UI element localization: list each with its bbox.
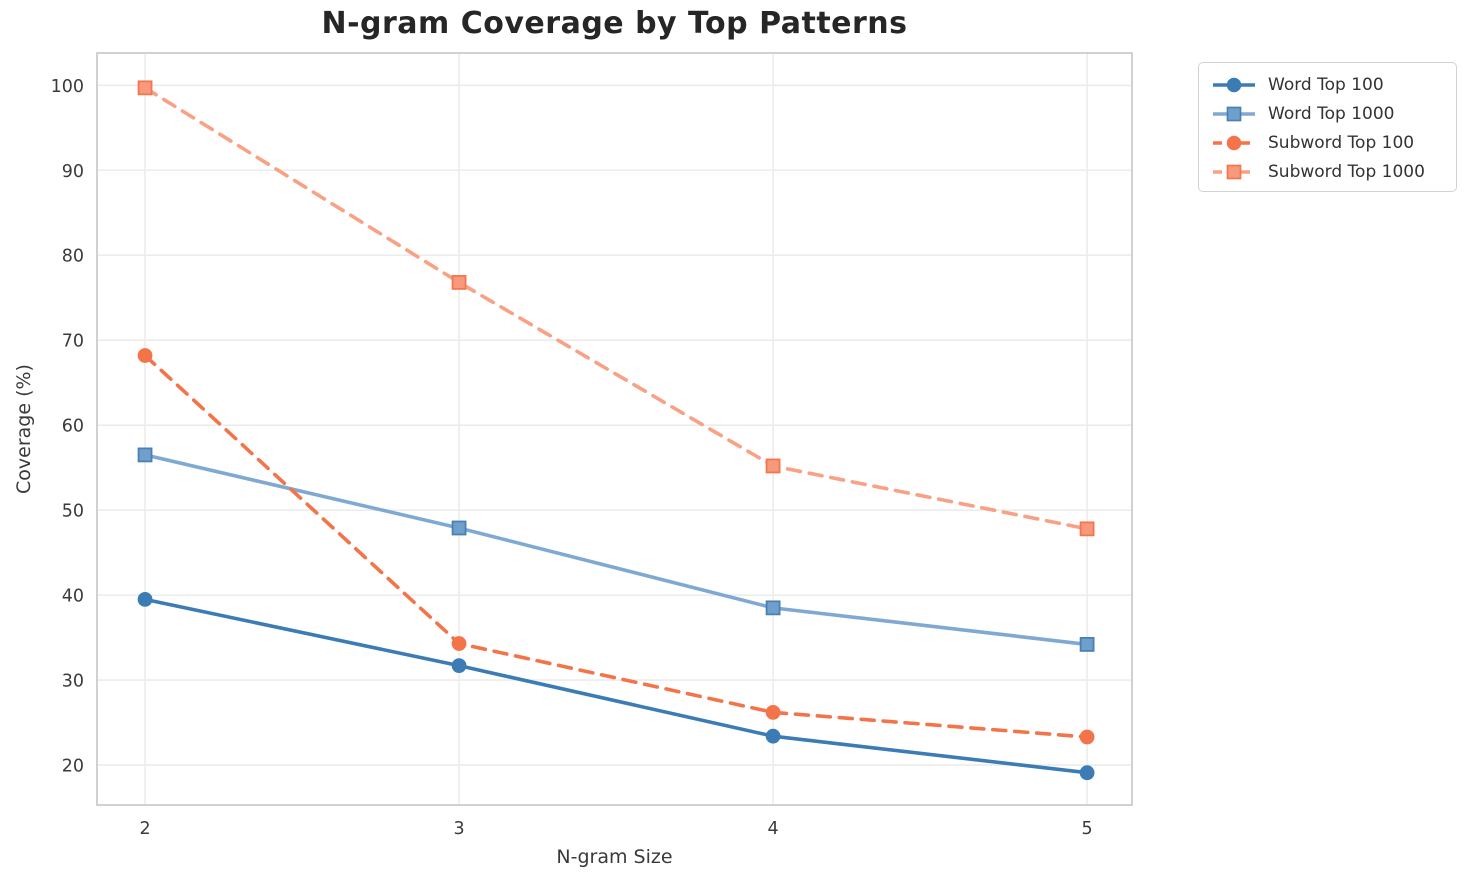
y-tick-label: 70 (62, 332, 84, 352)
series-line-word-top-1000 (143, 453, 1089, 647)
series-line-subword-top-100 (143, 353, 1089, 739)
data-point-subword-top-100 (1079, 729, 1095, 745)
data-point-subword-top-100 (765, 704, 781, 720)
legend-swatch-subword-top-1000 (1213, 164, 1255, 179)
x-tick-label: 2 (139, 819, 150, 839)
data-point-word-top-100 (451, 658, 467, 674)
square-marker-icon (1226, 106, 1242, 121)
circle-marker-icon (1226, 135, 1242, 150)
legend-item-subword-top-1000: Subword Top 1000 (1211, 157, 1456, 186)
data-point-subword-top-1000 (1079, 521, 1095, 537)
y-tick-label: 40 (62, 587, 84, 607)
legend-label: Subword Top 1000 (1268, 161, 1425, 182)
legend-label: Word Top 100 (1268, 74, 1384, 95)
y-tick-label: 50 (62, 502, 84, 522)
data-point-subword-top-1000 (137, 80, 153, 96)
data-point-word-top-100 (765, 728, 781, 744)
legend-swatch-subword-top-100 (1213, 135, 1255, 150)
circle-marker-icon (1226, 77, 1242, 92)
series-line-subword-top-1000 (143, 86, 1089, 531)
y-tick-label: 90 (62, 162, 84, 182)
x-tick-label: 5 (1082, 819, 1093, 839)
y-tick-label: 100 (51, 77, 84, 97)
legend: Word Top 100 Word Top 1000 Subword Top 100… (1198, 62, 1457, 192)
data-point-subword-top-100 (451, 636, 467, 651)
y-tick-label: 60 (62, 417, 84, 437)
legend-swatch-word-top-100 (1213, 77, 1255, 92)
x-axis-label: N-gram Size (556, 846, 673, 868)
data-point-word-top-1000 (137, 447, 153, 463)
y-tick-label: 80 (62, 247, 84, 267)
legend-label: Subword Top 100 (1268, 132, 1415, 153)
y-tick-label: 30 (62, 672, 84, 692)
legend-label: Word Top 1000 (1268, 103, 1395, 124)
data-point-word-top-100 (1079, 765, 1095, 781)
plot-border (96, 52, 1133, 806)
data-point-word-top-1000 (1079, 637, 1095, 652)
data-point-word-top-1000 (451, 520, 467, 536)
series-line-word-top-100 (143, 597, 1089, 775)
y-tick-label: 20 (62, 757, 84, 777)
legend-swatch-word-top-1000 (1213, 106, 1255, 121)
square-marker-icon (1226, 164, 1242, 179)
y-axis-label: Coverage (%) (13, 364, 35, 494)
x-tick-label: 3 (453, 819, 464, 839)
legend-item-word-top-1000: Word Top 1000 (1211, 99, 1456, 128)
data-point-word-top-1000 (765, 600, 781, 616)
legend-item-subword-top-100: Subword Top 100 (1211, 128, 1456, 157)
chart-title: N-gram Coverage by Top Patterns (321, 6, 908, 41)
x-tick-label: 4 (768, 819, 779, 839)
data-point-subword-top-1000 (765, 458, 781, 474)
data-point-subword-top-1000 (451, 275, 467, 290)
data-point-subword-top-100 (137, 348, 153, 363)
data-point-word-top-100 (137, 591, 153, 607)
legend-item-word-top-100: Word Top 100 (1211, 70, 1456, 99)
